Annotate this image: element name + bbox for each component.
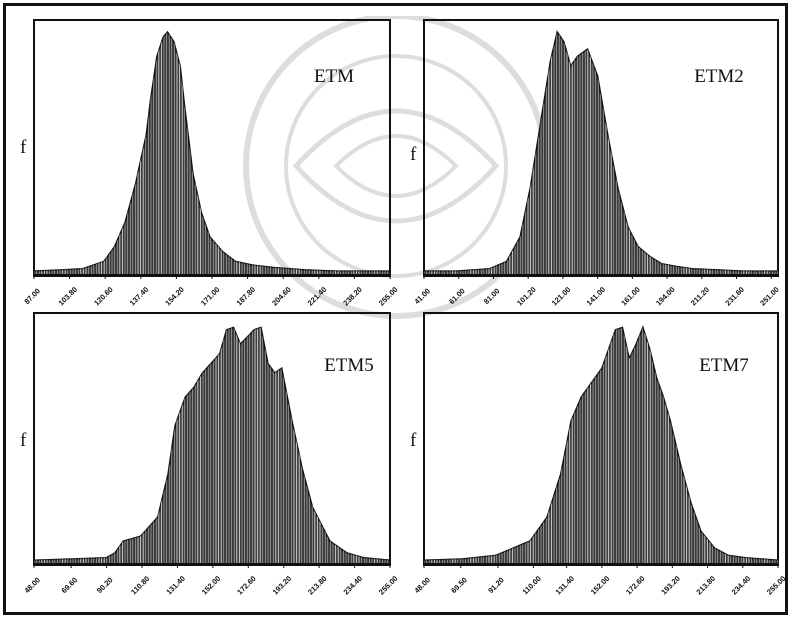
x-tick-label: 110.80 [129,574,151,596]
chart-title-etm: ETM [314,66,354,87]
x-tick-label: 238.20 [341,285,364,308]
x-tick-label: 204.60 [270,285,293,308]
x-tick-label: 194.00 [654,285,677,308]
x-tick-label: 131.40 [164,574,187,597]
x-tick-label: 154.20 [163,285,186,308]
x-tick-label: 187.80 [235,285,258,308]
chart-svg-etm7: ETM7 f 48.00 69.50 91.20 110.00 131.40 152.00 17… [410,312,788,597]
x-tick-label: 152.00 [589,574,612,597]
x-tick-label: 87.00 [22,286,42,306]
x-tick-label: 213.80 [694,574,717,597]
x-tick-label: 171.00 [199,285,222,308]
x-tick-label: 234.40 [342,574,365,597]
y-axis-label: f [410,430,417,451]
x-tick-label: 81.00 [482,286,502,306]
plot-frame [33,19,391,277]
x-tick-label: 69.50 [449,575,469,595]
x-tick-label: 172.60 [624,574,647,597]
x-tick-label: 193.20 [659,574,682,597]
histogram-hatching [34,327,388,565]
chart-panel-etm: ETM f 87.00 103.80 120.60 137.40 154.20 171.00 1… [14,19,400,325]
x-tick-label: 251.00 [758,285,781,308]
x-tick-label: 91.20 [486,575,506,595]
x-tick-label: 161.00 [619,285,642,308]
chart-svg-etm: ETM f 87.00 103.80 120.60 137.40 154.20 171.00 1… [20,19,400,308]
chart-svg-etm2: ETM2 f 41.00 61.00 81.00 101.20 121.00 141.00 16… [410,19,781,308]
x-tick-label: 137.40 [128,285,151,308]
x-tick-label: 152.00 [200,574,223,597]
chart-title-etm5: ETM5 [324,355,374,376]
x-tick-label: 90.20 [95,575,115,595]
x-tick-label: 231.60 [723,285,746,308]
x-tick-label: 234.40 [730,574,753,597]
x-tick-label: 48.00 [22,575,42,595]
x-tick-label: 221.40 [306,285,329,308]
chart-title-etm7: ETM7 [699,355,749,376]
x-tick-label: 121.00 [550,285,573,308]
x-tick-label: 110.00 [521,574,543,596]
x-tick-label: 141.00 [585,285,608,308]
histogram-area-etm5 [33,326,391,566]
x-tick-label: 103.80 [57,285,80,308]
chart-title-etm2: ETM2 [694,66,744,87]
x-tick-label: 48.00 [412,575,432,595]
chart-svg-etm5: ETM5 f 48.00 69.60 90.20 110.80 131.40 152.00 17… [20,312,400,597]
chart-panel-etm5: ETM5 f 48.00 69.60 90.20 110.80 131.40 152.00 17… [14,312,400,611]
x-tick-label: 172.60 [235,574,258,597]
chart-panel-etm7: ETM7 f 48.00 69.50 91.20 110.00 131.40 152.00 17… [404,312,788,611]
chart-panel-etm2: ETM2 f 41.00 61.00 81.00 101.20 121.00 141.00 16… [404,19,782,325]
x-tick-label: 101.20 [515,285,538,308]
histogram-area-etm [33,30,391,277]
histogram-hatching [424,327,778,565]
x-tick-label: 131.40 [554,574,577,597]
x-tick-label: 120.60 [92,285,115,308]
x-tick-label: 213.80 [306,574,329,597]
y-axis-label: f [410,144,417,165]
x-tick-label: 41.00 [412,286,432,306]
x-tick-label: 69.60 [60,575,80,595]
y-axis-label: f [20,430,27,451]
x-tick-label: 193.20 [271,574,294,597]
y-axis-label: f [20,137,27,158]
x-tick-label: 61.00 [447,286,467,306]
x-tick-label: 211.20 [689,285,711,307]
histogram-hatching [424,32,778,276]
